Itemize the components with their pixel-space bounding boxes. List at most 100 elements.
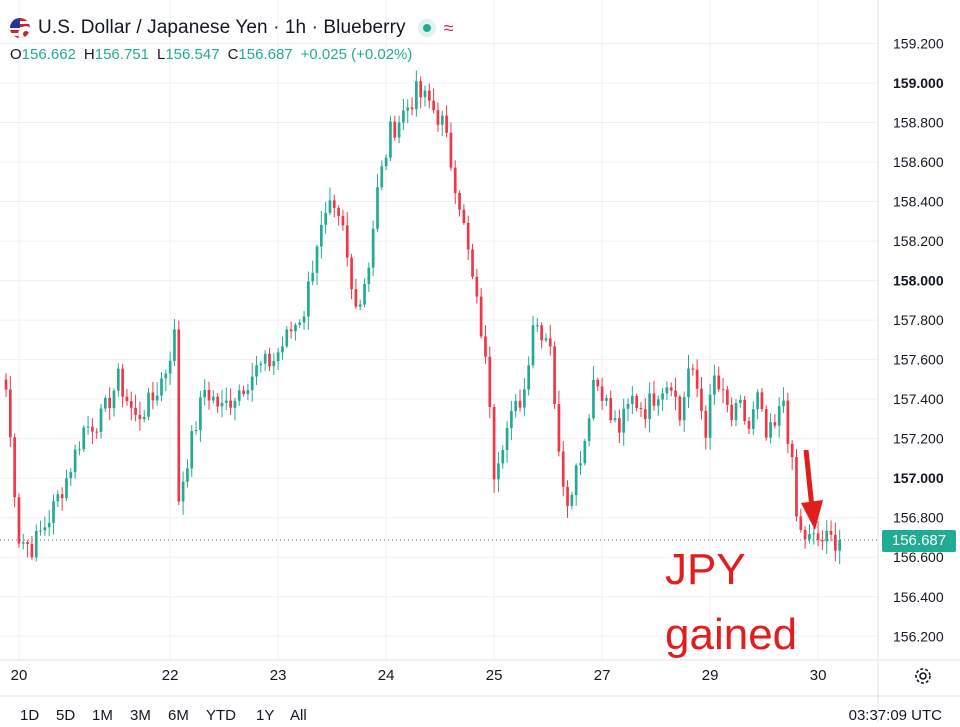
candle-body	[104, 397, 107, 409]
candle-body	[190, 431, 194, 469]
candle-body	[609, 398, 613, 421]
timeframe-ytd[interactable]: YTD	[206, 707, 236, 724]
usd-jpy-flag-icon	[10, 18, 30, 38]
candle-body	[216, 396, 219, 407]
candle-body	[570, 494, 574, 506]
candle-body	[751, 409, 755, 429]
candle-body	[263, 353, 267, 364]
candle-body	[531, 325, 535, 366]
candle-body	[285, 329, 289, 347]
candle-body	[250, 376, 254, 391]
timeframe-3m[interactable]: 3M	[130, 707, 151, 724]
candle-body	[415, 81, 418, 110]
candle-body	[557, 403, 561, 452]
x-tick-label: 29	[702, 667, 719, 684]
candle-body	[138, 414, 142, 420]
candle-body	[445, 115, 448, 133]
candle-body	[99, 408, 103, 433]
candle-body	[319, 224, 323, 247]
chart-header: U.S. Dollar / Japanese Yen · 1h · Bluebe…	[10, 14, 454, 42]
candle-body	[121, 368, 124, 397]
candle-body	[643, 409, 647, 420]
candle-body	[691, 368, 695, 370]
high-value: 156.751	[94, 46, 149, 63]
timeframe-1d[interactable]: 1D	[20, 707, 40, 724]
candle-body	[78, 449, 81, 451]
candle-body	[738, 399, 742, 403]
candle-body	[605, 398, 608, 401]
candle-body	[574, 465, 578, 495]
timeframe-1y[interactable]: 1Y	[256, 707, 275, 724]
open-value: 156.662	[21, 46, 76, 63]
y-tick-label: 159.000	[893, 75, 944, 91]
timeframe-6m[interactable]: 6M	[168, 707, 189, 724]
wave-icon[interactable]: ≈	[443, 18, 454, 38]
market-open-dot-icon[interactable]	[417, 19, 436, 37]
candle-body	[432, 100, 435, 111]
candle-body	[86, 426, 90, 428]
y-tick-label: 158.600	[893, 154, 944, 170]
candle-body	[212, 396, 215, 401]
y-tick-label: 157.000	[893, 470, 944, 486]
y-tick-label: 157.200	[893, 431, 944, 447]
low-label: L	[156, 46, 166, 63]
candle-body	[229, 400, 232, 408]
candle-body	[639, 407, 643, 410]
candle-body	[436, 110, 440, 125]
candle-body	[799, 516, 803, 530]
candle-body	[173, 329, 176, 361]
x-tick-label: 25	[486, 667, 503, 684]
candle-body	[155, 395, 159, 401]
candle-body	[527, 365, 531, 390]
y-tick-label: 156.200	[893, 628, 944, 644]
candle-body	[324, 212, 327, 225]
timeframe-1m[interactable]: 1M	[92, 707, 113, 724]
candle-body	[747, 420, 751, 429]
candle-body	[82, 427, 86, 450]
candle-body	[276, 352, 280, 362]
candle-body	[596, 379, 600, 387]
candle-body	[345, 225, 349, 258]
candle-body	[358, 304, 362, 307]
candle-body	[505, 427, 509, 451]
candle-body	[769, 422, 772, 438]
candle-body	[224, 400, 228, 403]
candle-body	[8, 389, 12, 438]
timeframe-5d[interactable]: 5D	[56, 707, 76, 724]
symbol-title[interactable]: U.S. Dollar / Japanese Yen · 1h · Bluebe…	[38, 17, 406, 38]
candle-body	[484, 336, 487, 357]
candle-body	[328, 200, 332, 213]
candle-body	[656, 399, 660, 406]
candle-body	[803, 529, 807, 540]
candle-body	[782, 400, 785, 407]
candle-body	[341, 216, 345, 226]
candle-body	[592, 379, 595, 419]
candle-body	[553, 346, 556, 404]
candle-body	[112, 390, 116, 409]
candle-body	[402, 110, 405, 123]
candle-body	[91, 426, 94, 432]
timeframe-all[interactable]: All	[290, 707, 307, 724]
candle-body	[397, 122, 401, 138]
candle-body	[453, 167, 457, 194]
candle-body	[237, 390, 241, 401]
candle-body	[583, 440, 587, 464]
candle-body	[380, 166, 384, 188]
candle-body	[47, 522, 51, 528]
x-tick-label: 30	[810, 667, 827, 684]
candle-body	[410, 107, 414, 110]
candle-body	[626, 403, 630, 409]
candle-body	[354, 289, 358, 307]
candle-body	[678, 396, 682, 421]
candle-body	[704, 410, 708, 438]
candle-body	[207, 389, 211, 401]
candle-body	[13, 437, 16, 498]
candle-body	[579, 463, 582, 466]
candle-body	[600, 386, 604, 401]
candle-body	[721, 389, 725, 391]
settings-gear-icon[interactable]	[912, 665, 934, 687]
candle-body	[289, 329, 293, 332]
candle-body	[760, 392, 764, 410]
utc-clock: 03:37:09 UTC	[848, 707, 942, 724]
